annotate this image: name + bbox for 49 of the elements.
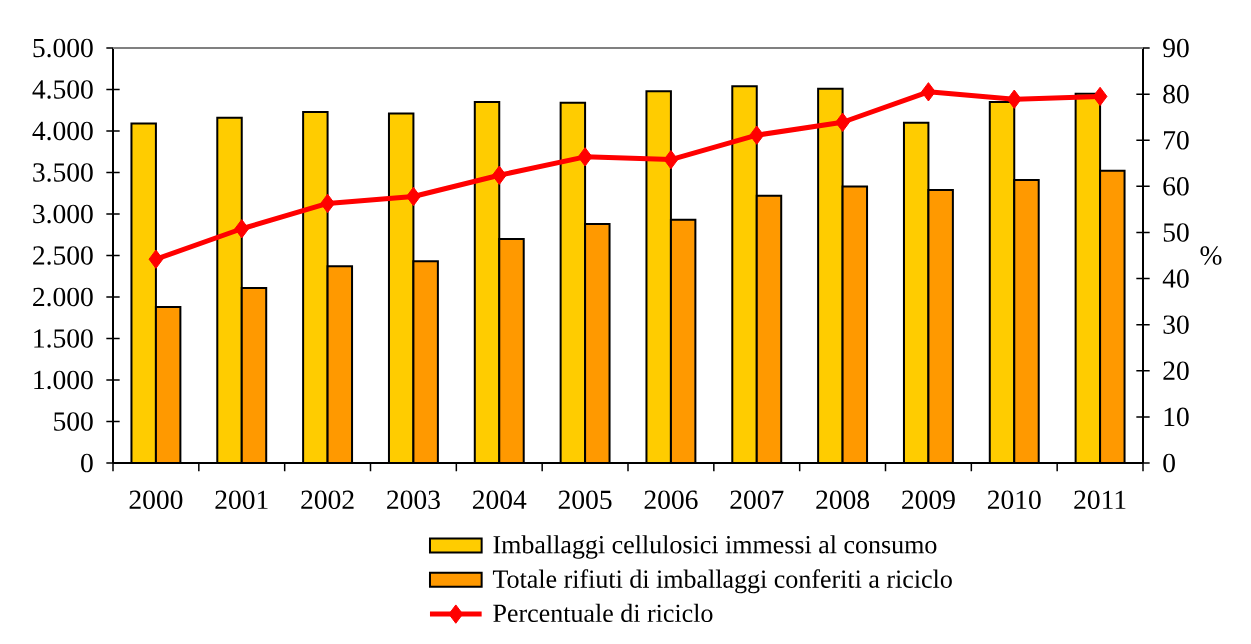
y2-tick-label: 80 [1163,84,1189,104]
point [491,165,507,185]
y-tick-label: 1.500 [34,329,93,348]
legend-label: Percentuale di riciclo [493,603,713,623]
y-tick-label: 3.000 [33,204,93,224]
y-tick-label: 5.000 [33,38,93,58]
y2-tick-label: 40 [1162,269,1189,288]
point [1092,86,1108,107]
y-tick-label: 4.000 [32,121,93,141]
x-tick-label: 2006 [644,490,698,510]
point [320,193,335,214]
y2-tick-label: 90 [1163,38,1189,58]
x-tick-label: 2009 [902,490,955,510]
x-tick-label: 2005 [558,490,612,510]
x-tick-label: 2000 [129,490,183,510]
x-tick-label: 2008 [816,490,870,510]
point [835,112,850,132]
y2-tick-label: 10 [1164,407,1189,427]
point [406,186,421,207]
point [148,249,164,269]
x-tick-label: 2002 [301,490,354,510]
y-tick-label: 3.500 [33,163,93,182]
point [663,149,679,170]
point [921,82,936,102]
x-tick-label: 2007 [730,490,784,510]
point [234,219,250,239]
point [577,147,593,167]
x-tick-label: 2011 [1074,490,1126,510]
y2-tick-label: 70 [1164,130,1189,150]
y2-tick-label: 0 [1163,453,1175,473]
y-tick-label: 4.500 [32,80,93,99]
point [1006,89,1022,109]
legend-label: Totale rifiuti di imballaggi conferiti a riciclo [492,569,952,594]
y-tick-label: 0 [81,453,93,473]
x-tick-label: 2001 [215,490,268,510]
x-tick-label: 2003 [387,490,440,510]
legend-label: Imballaggi cellulosici immessi al consumo [493,535,937,559]
x-tick-label: 2010 [987,490,1041,510]
y-tick-label: 500 [54,412,93,431]
y-tick-label: 2.000 [33,287,93,307]
y-tick-label: 2.500 [33,246,93,265]
y2-tick-label: 50 [1163,223,1189,242]
y-tick-label: 1.000 [34,370,93,390]
y2-axis-title: % [1200,246,1222,265]
y2-tick-label: 20 [1163,361,1189,381]
x-tick-label: 2004 [472,490,527,510]
y2-tick-label: 30 [1163,315,1189,334]
y2-tick-label: 60 [1163,177,1189,196]
point [749,125,765,145]
